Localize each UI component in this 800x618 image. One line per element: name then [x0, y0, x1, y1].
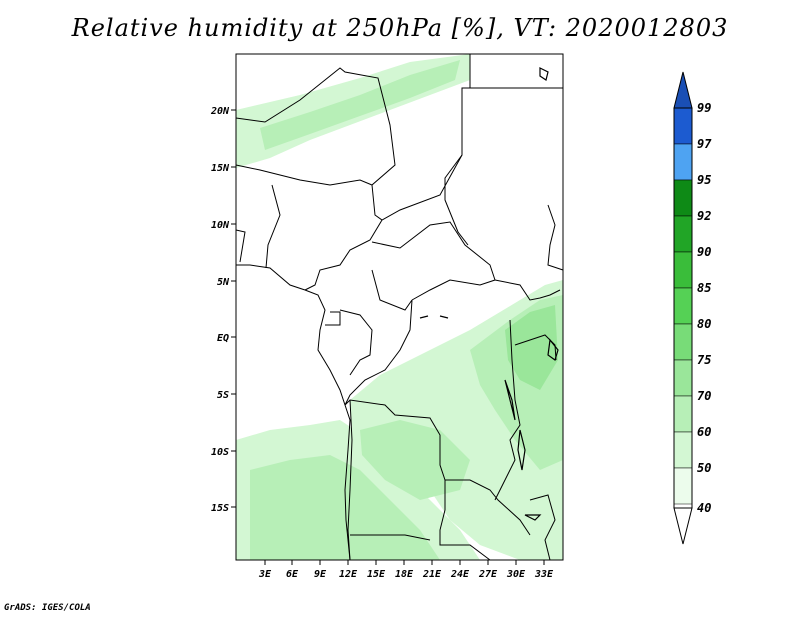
- colorbar-label-99: 99: [697, 101, 711, 115]
- lon-label-33e: 33E: [534, 569, 554, 580]
- colorbar-label-95: 95: [697, 173, 711, 187]
- colorbar-top-arrow: [673, 71, 693, 109]
- lon-axis: 3E 6E 9E 12E 15E 18E 21E 24E 27E 30E 33E: [258, 560, 554, 580]
- lat-label-5s: 5S: [217, 390, 229, 401]
- lat-label-5n: 5N: [217, 277, 230, 288]
- colorbar-label-85: 85: [697, 281, 711, 295]
- colorbar-label-40: 40: [697, 501, 711, 515]
- country-borders: [235, 54, 564, 561]
- colorbar-band-85: [673, 287, 693, 325]
- lon-label-12e: 12E: [339, 569, 358, 580]
- colorbar-bottom-arrow: [673, 507, 693, 545]
- colorbar-label-90: 90: [697, 245, 711, 259]
- grads-credit: GrADS: IGES/COLA: [4, 603, 91, 613]
- humidity-band-north-core: [260, 60, 460, 150]
- colorbar-band-95: [673, 179, 693, 217]
- lat-label-15s: 15S: [211, 503, 229, 514]
- lon-label-9e: 9E: [314, 569, 327, 580]
- lon-label-21e: 21E: [422, 569, 442, 580]
- colorbar-label-92: 92: [697, 209, 711, 223]
- colorbar-band-60: [673, 431, 693, 469]
- colorbar-label-75: 75: [697, 353, 711, 367]
- colorbar-band-92: [673, 215, 693, 253]
- lon-label-6e: 6E: [286, 569, 299, 580]
- humidity-east-strong: [505, 305, 558, 390]
- colorbar-label-70: 70: [697, 389, 711, 403]
- humidity-field: [236, 54, 563, 560]
- lon-label-18e: 18E: [395, 569, 414, 580]
- colorbar-band-75: [673, 359, 693, 397]
- colorbar-band-99: [673, 107, 693, 145]
- lat-label-10s: 10S: [211, 447, 229, 458]
- colorbar-band-90: [673, 251, 693, 289]
- lat-label-10n: 10N: [211, 220, 230, 231]
- lat-axis: 20N 15N 10N 5N EQ 5S 10S 15S: [210, 106, 236, 514]
- lat-label-eq: EQ: [217, 333, 229, 344]
- colorbar-band-80: [673, 323, 693, 361]
- colorbar-label-60: 60: [697, 425, 711, 439]
- colorbar-label-97: 97: [697, 137, 712, 151]
- lon-label-30e: 30E: [506, 569, 526, 580]
- lon-label-15e: 15E: [367, 569, 386, 580]
- lon-label-3e: 3E: [258, 569, 272, 580]
- colorbar-band-97: [673, 143, 693, 181]
- humidity-southwest-core: [250, 455, 440, 560]
- colorbar-label-50: 50: [697, 461, 711, 475]
- colorbar-band-50: [673, 467, 693, 505]
- lon-label-24e: 24E: [450, 569, 470, 580]
- humidity-south-patch: [360, 420, 470, 500]
- lakes: [419, 67, 559, 521]
- colorbar: 99 97 95 92 90 85 80 75 70 60 50 40: [673, 71, 712, 545]
- lat-label-20n: 20N: [210, 106, 230, 117]
- lat-label-15n: 15N: [211, 163, 230, 174]
- map-title: Relative humidity at 250hPa [%], VT: 202…: [71, 14, 729, 42]
- map-frame: [235, 53, 564, 561]
- lon-label-27e: 27E: [478, 569, 498, 580]
- coastline: [304, 289, 351, 561]
- colorbar-label-80: 80: [697, 317, 711, 331]
- colorbar-band-70: [673, 395, 693, 433]
